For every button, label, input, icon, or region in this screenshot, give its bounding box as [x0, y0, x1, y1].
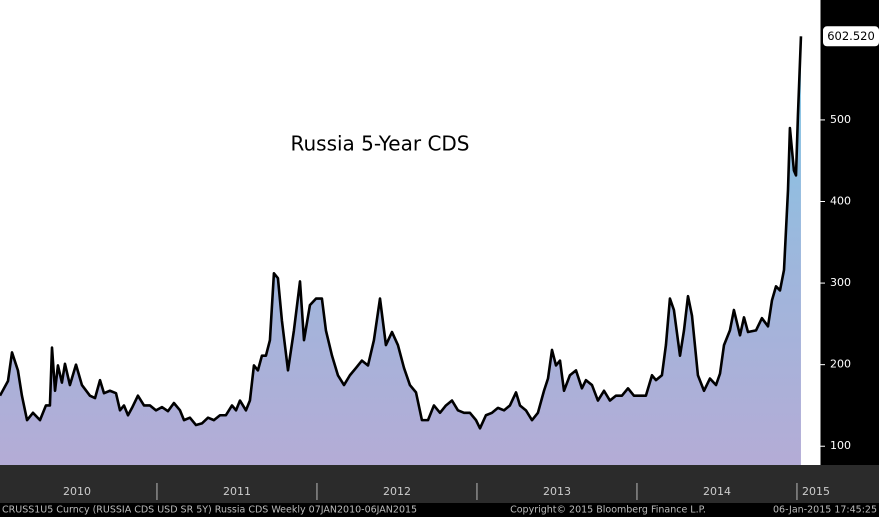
- x-tick-label: 2010: [63, 485, 91, 498]
- y-tick-label: 100: [830, 439, 851, 452]
- y-tick-label: 300: [830, 276, 851, 289]
- footer-panel: [0, 503, 879, 517]
- x-tick-label: 2013: [543, 485, 571, 498]
- y-tick-label: 500: [830, 113, 851, 126]
- footer-timestamp: 06-Jan-2015 17:45:25: [773, 505, 877, 516]
- area: [0, 36, 801, 465]
- y-tick-label: 400: [830, 195, 851, 208]
- x-tick-label: 2011: [223, 485, 251, 498]
- chart-title: Russia 5-Year CDS: [290, 132, 469, 156]
- plot-area: [0, 36, 803, 465]
- footer-copyright: Copyright© 2015 Bloomberg Finance L.P.: [510, 505, 706, 516]
- footer-source: CRUSS1U5 Curncy (RUSSIA CDS USD SR 5Y) R…: [2, 505, 417, 516]
- y-axis-panel: [820, 0, 879, 517]
- x-axis-panel: [0, 465, 879, 503]
- y-tick-label: 200: [830, 358, 851, 371]
- x-axis: 2010 2011 2012 2013 2014 2015: [63, 483, 830, 500]
- x-tick-label: 2012: [383, 485, 411, 498]
- x-tick-label: 2015: [802, 485, 830, 498]
- last-value-box: [823, 26, 879, 47]
- line: [0, 36, 803, 430]
- x-tick-label: 2014: [703, 485, 731, 498]
- last-value-label: 602.520: [827, 29, 875, 43]
